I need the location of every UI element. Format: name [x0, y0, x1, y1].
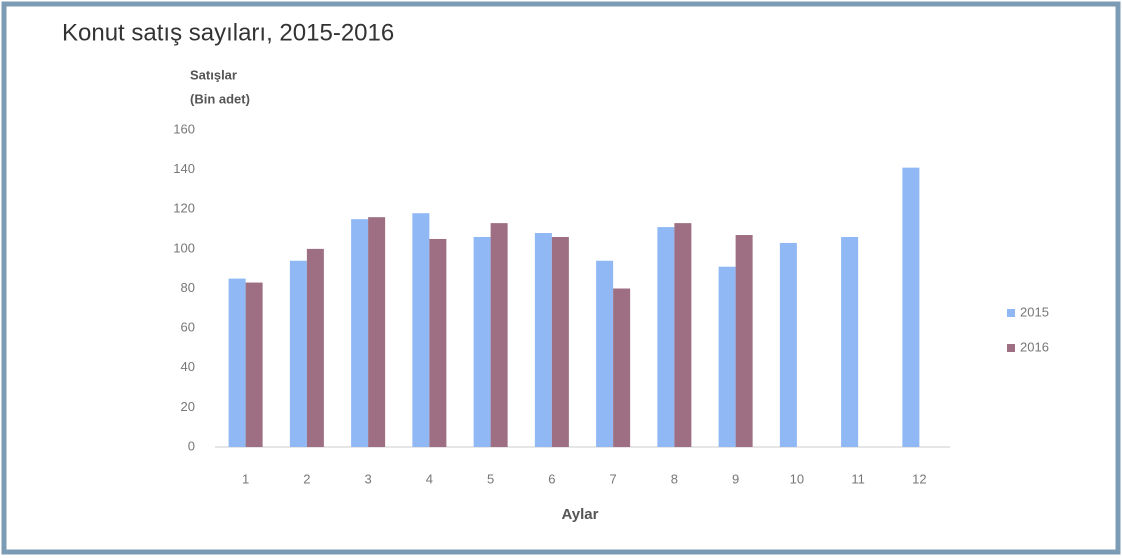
bar [718, 266, 736, 447]
bar [429, 238, 447, 447]
bar [351, 219, 369, 447]
x-tick-label: 6 [548, 471, 555, 486]
y-tick-label: 100 [173, 240, 195, 255]
bar [551, 236, 569, 447]
bar [412, 213, 430, 447]
y-tick-label: 140 [173, 161, 195, 176]
legend-label: 2015 [1020, 304, 1049, 319]
bar [841, 236, 859, 447]
bar [306, 248, 324, 447]
bar [534, 233, 552, 447]
y-tick-label: 120 [173, 201, 195, 216]
x-tick-label: 8 [671, 471, 678, 486]
x-tick-label: 7 [610, 471, 617, 486]
x-tick-label: 11 [851, 471, 865, 486]
bar [289, 260, 307, 447]
x-tick-label: 10 [790, 471, 804, 486]
legend-swatch [1007, 344, 1015, 352]
bar [228, 278, 246, 447]
bar [368, 217, 386, 447]
bar [735, 235, 753, 447]
chart-title: Konut satış sayıları, 2015-2016 [62, 19, 394, 46]
legend-label: 2016 [1020, 339, 1049, 354]
bar [674, 223, 692, 447]
x-tick-label: 2 [303, 471, 310, 486]
x-tick-label: 5 [487, 471, 494, 486]
y-tick-label: 80 [181, 280, 195, 295]
y-tick-label: 60 [181, 320, 195, 335]
bar [490, 223, 508, 447]
y-tick-label: 40 [181, 359, 195, 374]
bar [613, 288, 631, 447]
x-tick-label: 12 [912, 471, 926, 486]
bar [657, 227, 675, 447]
bar [245, 282, 263, 447]
y-axis-label: (Bin adet) [190, 91, 250, 106]
legend-swatch [1007, 309, 1015, 317]
y-tick-label: 20 [181, 399, 195, 414]
x-tick-label: 9 [732, 471, 739, 486]
bar [473, 236, 491, 447]
bar [779, 242, 797, 447]
y-tick-label: 0 [188, 438, 195, 453]
x-tick-label: 4 [426, 471, 433, 486]
bar [596, 260, 614, 447]
x-axis-label: Aylar [562, 506, 599, 523]
x-tick-label: 3 [365, 471, 372, 486]
y-tick-label: 160 [173, 121, 195, 136]
y-axis-label: Satışlar [190, 67, 237, 82]
x-tick-label: 1 [242, 471, 249, 486]
bar [902, 167, 920, 448]
